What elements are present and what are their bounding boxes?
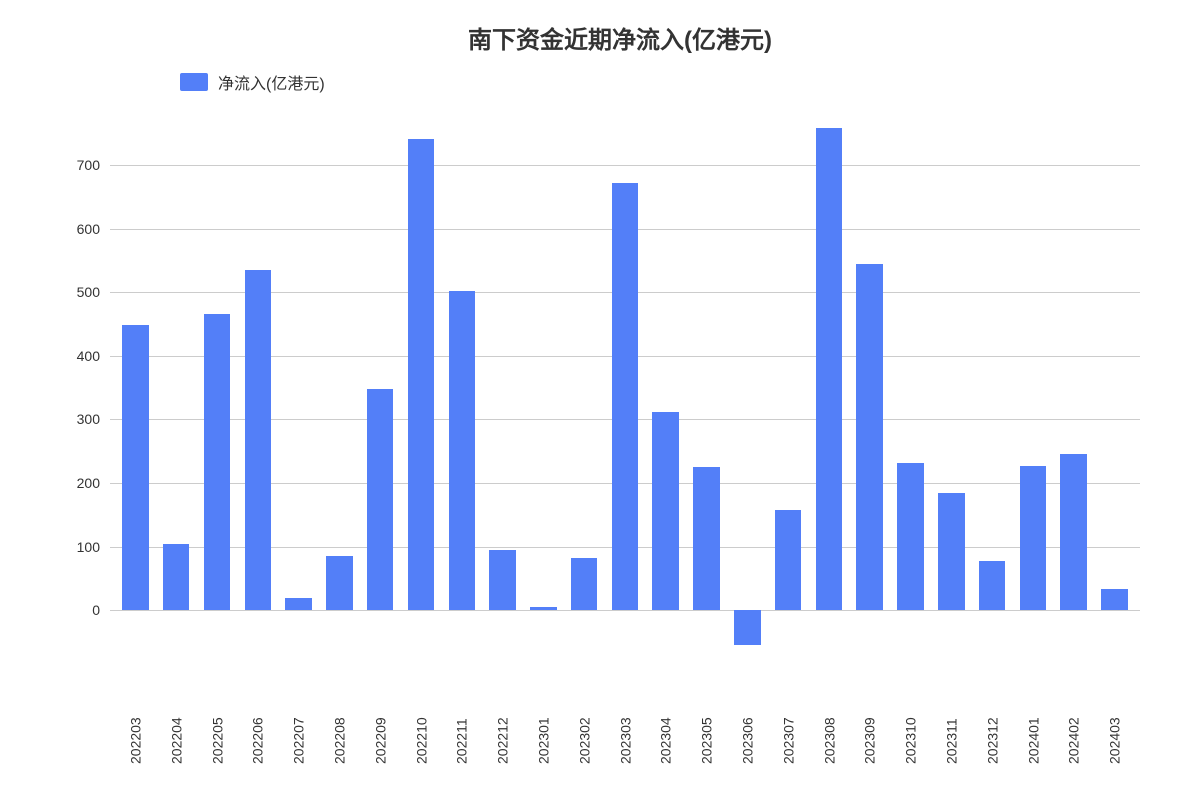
x-tick-label: 202307 bbox=[768, 684, 809, 764]
y-tick-label: 100 bbox=[60, 539, 100, 555]
y-tick-label: 200 bbox=[60, 475, 100, 491]
x-tick-label: 202205 bbox=[197, 684, 238, 764]
bar-slot bbox=[972, 114, 1013, 674]
bar-slot bbox=[482, 114, 523, 674]
x-tick-label: 202303 bbox=[605, 684, 646, 764]
bar-slot bbox=[768, 114, 809, 674]
x-axis: 2022032022042022052022062022072022082022… bbox=[110, 684, 1140, 764]
bar-202401 bbox=[1020, 466, 1047, 610]
bar-202203 bbox=[122, 325, 149, 610]
chart-container: 南下资金近期净流入(亿港元) 净流入(亿港元) 0100200300400500… bbox=[0, 0, 1200, 800]
y-tick-label: 0 bbox=[60, 602, 100, 618]
y-tick-label: 300 bbox=[60, 411, 100, 427]
x-tick-label: 202207 bbox=[278, 684, 319, 764]
x-tick-label: 202302 bbox=[564, 684, 605, 764]
bar-slot bbox=[156, 114, 197, 674]
bar-202211 bbox=[449, 291, 476, 610]
bar-202312 bbox=[979, 561, 1006, 611]
bar-slot bbox=[890, 114, 931, 674]
x-tick-label: 202212 bbox=[482, 684, 523, 764]
bar-slot bbox=[278, 114, 319, 674]
plot-area: 0100200300400500600700 bbox=[110, 114, 1140, 674]
legend-swatch bbox=[180, 73, 208, 91]
x-tick-label: 202402 bbox=[1053, 684, 1094, 764]
x-tick-label: 202309 bbox=[849, 684, 890, 764]
bar-slot bbox=[809, 114, 850, 674]
x-tick-label: 202208 bbox=[319, 684, 360, 764]
bar-slot bbox=[360, 114, 401, 674]
bar-202306 bbox=[734, 610, 761, 645]
x-tick-label: 202312 bbox=[972, 684, 1013, 764]
bar-202307 bbox=[775, 510, 802, 611]
bar-slot bbox=[401, 114, 442, 674]
bar-slot bbox=[1053, 114, 1094, 674]
x-tick-label: 202311 bbox=[931, 684, 972, 764]
bar-202308 bbox=[816, 128, 843, 610]
chart-legend: 净流入(亿港元) bbox=[180, 70, 1160, 94]
bar-202204 bbox=[163, 544, 190, 611]
bar-slot bbox=[1094, 114, 1135, 674]
x-tick-label: 202206 bbox=[237, 684, 278, 764]
bar-202205 bbox=[204, 314, 231, 610]
chart-title: 南下资金近期净流入(亿港元) bbox=[80, 20, 1160, 55]
bar-slot bbox=[686, 114, 727, 674]
bar-202208 bbox=[326, 556, 353, 610]
bar-202302 bbox=[571, 558, 598, 610]
bar-202311 bbox=[938, 493, 965, 610]
bar-slot bbox=[237, 114, 278, 674]
bar-202303 bbox=[612, 183, 639, 611]
bar-202310 bbox=[897, 463, 924, 611]
x-tick-label: 202305 bbox=[686, 684, 727, 764]
y-tick-label: 600 bbox=[60, 221, 100, 237]
bars-container bbox=[110, 114, 1140, 674]
bar-slot bbox=[441, 114, 482, 674]
y-tick-label: 400 bbox=[60, 348, 100, 364]
x-tick-label: 202211 bbox=[441, 684, 482, 764]
bar-202305 bbox=[693, 467, 720, 610]
bar-202210 bbox=[408, 139, 435, 610]
legend-label: 净流入(亿港元) bbox=[218, 70, 325, 94]
bar-202301 bbox=[530, 607, 557, 610]
bar-slot bbox=[523, 114, 564, 674]
x-tick-label: 202306 bbox=[727, 684, 768, 764]
bar-202402 bbox=[1060, 454, 1087, 611]
bar-slot bbox=[645, 114, 686, 674]
bar-202309 bbox=[856, 264, 883, 611]
bar-slot bbox=[605, 114, 646, 674]
bar-slot bbox=[115, 114, 156, 674]
x-tick-label: 202310 bbox=[890, 684, 931, 764]
bar-slot bbox=[849, 114, 890, 674]
y-tick-label: 700 bbox=[60, 157, 100, 173]
bar-slot bbox=[197, 114, 238, 674]
x-tick-label: 202304 bbox=[645, 684, 686, 764]
bar-202304 bbox=[652, 412, 679, 611]
bar-202207 bbox=[285, 598, 312, 611]
bar-slot bbox=[1013, 114, 1054, 674]
x-tick-label: 202210 bbox=[401, 684, 442, 764]
bar-slot bbox=[319, 114, 360, 674]
x-tick-label: 202204 bbox=[156, 684, 197, 764]
x-tick-label: 202401 bbox=[1013, 684, 1054, 764]
bar-202209 bbox=[367, 389, 394, 610]
bar-slot bbox=[931, 114, 972, 674]
x-tick-label: 202203 bbox=[115, 684, 156, 764]
x-tick-label: 202301 bbox=[523, 684, 564, 764]
bar-202206 bbox=[245, 270, 272, 610]
bar-202212 bbox=[489, 550, 516, 610]
x-tick-label: 202403 bbox=[1094, 684, 1135, 764]
x-tick-label: 202308 bbox=[809, 684, 850, 764]
x-tick-label: 202209 bbox=[360, 684, 401, 764]
bar-slot bbox=[727, 114, 768, 674]
bar-202403 bbox=[1101, 589, 1128, 610]
y-tick-label: 500 bbox=[60, 284, 100, 300]
bar-slot bbox=[564, 114, 605, 674]
